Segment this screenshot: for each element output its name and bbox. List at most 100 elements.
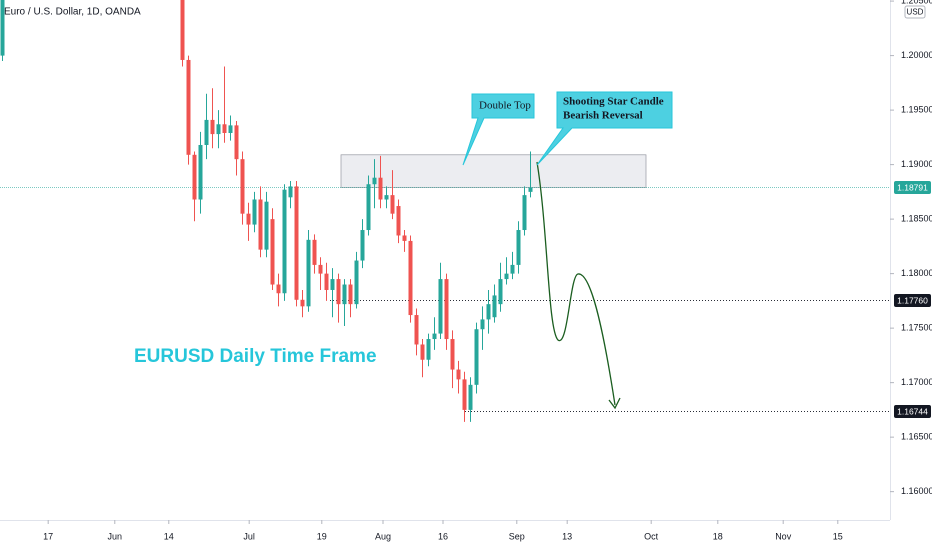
candle-body: [258, 199, 263, 250]
candle-body: [360, 230, 365, 261]
candle-body: [270, 219, 275, 285]
y-tick-label: 1.19500: [901, 104, 932, 114]
candle-body: [312, 239, 317, 265]
candle-body: [216, 124, 221, 135]
candle-body: [390, 195, 395, 214]
candle-body: [396, 206, 401, 236]
candle-body: [510, 264, 515, 274]
x-tick-label: 16: [438, 531, 448, 541]
x-tick-label: Aug: [375, 531, 391, 541]
candle-body: [438, 279, 443, 334]
x-tick-label: 14: [164, 531, 174, 541]
candle-body: [462, 379, 467, 410]
currency-label: USD: [907, 8, 924, 17]
price-label-bg: [894, 181, 931, 194]
x-tick-label: 15: [833, 531, 843, 541]
candle-body: [420, 344, 425, 360]
y-tick-label: 1.17000: [901, 377, 932, 387]
candle-body: [402, 235, 407, 241]
x-tick-label: Oct: [644, 531, 659, 541]
candle-body: [414, 315, 419, 345]
candle-body: [294, 186, 299, 300]
x-tick-label: 17: [43, 531, 53, 541]
y-tick-label: 1.18000: [901, 268, 932, 278]
candle-body: [240, 159, 245, 214]
y-tick-label: 1.16500: [901, 432, 932, 442]
y-tick-label: 1.20000: [901, 50, 932, 60]
candle-body: [354, 260, 359, 305]
candle-body: [408, 240, 413, 316]
price-label: 1.17760: [897, 295, 928, 305]
price-label-bg: [894, 405, 931, 418]
candle-body: [234, 125, 239, 160]
callout-shooting-star: [536, 91, 673, 166]
candle-body: [366, 184, 371, 231]
x-tick-label: 13: [562, 531, 572, 541]
candle-body: [282, 189, 287, 294]
candle-body: [516, 230, 521, 265]
candle-body: [384, 195, 389, 200]
candle-body: [228, 125, 233, 133]
y-tick-label: 1.17500: [901, 323, 932, 333]
projection-path: [536, 161, 616, 406]
candle-body: [450, 339, 455, 370]
candle-body: [186, 59, 191, 155]
candle-body: [348, 284, 353, 305]
candle-body: [342, 284, 347, 305]
y-tick-label: 1.18500: [901, 213, 932, 223]
candle-body: [198, 144, 203, 200]
candle-body: [222, 124, 227, 133]
price-label: 1.18791: [897, 182, 928, 192]
candle-body: [336, 279, 341, 305]
candle-body: [432, 333, 437, 340]
candle-body: [210, 119, 215, 135]
candle-body: [426, 339, 431, 360]
callout-text: Bearish Reversal: [563, 110, 643, 122]
candle-body: [456, 369, 461, 380]
y-tick-label: 1.16000: [901, 486, 932, 496]
candle-body: [474, 329, 479, 385]
projection-arrow: [608, 397, 621, 410]
candle-body: [444, 279, 449, 340]
price-label: 1.16744: [897, 406, 928, 416]
candle-body: [0, 0, 5, 56]
candle-body: [306, 239, 311, 307]
price-label-bg: [894, 294, 931, 307]
callout-double-top: [462, 93, 535, 166]
candle-body: [468, 384, 473, 410]
callout-text: Double Top: [479, 100, 531, 112]
candle-body: [276, 284, 281, 294]
candle-body: [372, 177, 377, 185]
x-tick-label: Sep: [509, 531, 525, 541]
x-tick-label: 18: [713, 531, 723, 541]
candle-body: [522, 195, 527, 231]
candle-body: [318, 264, 323, 274]
currency-badge: [904, 5, 926, 19]
resistance-zone: [340, 154, 647, 188]
candle-body: [246, 213, 251, 225]
y-tick-label: 1.20500: [901, 0, 932, 5]
plot-area: [0, 0, 890, 422]
candle-body: [252, 199, 257, 225]
candle-body: [204, 119, 209, 145]
candle-body: [492, 295, 497, 318]
x-tick-label: Jun: [108, 531, 123, 541]
candle-body: [480, 319, 485, 330]
candle-body: [180, 0, 185, 60]
candle-body: [504, 273, 509, 280]
callout-text: Shooting Star Candle: [563, 96, 664, 108]
candle-body: [264, 201, 269, 250]
x-tick-label: Jul: [243, 531, 255, 541]
candle-body: [486, 304, 491, 320]
x-tick-label: Nov: [775, 531, 792, 541]
y-tick-label: 1.19000: [901, 159, 932, 169]
candle-body: [288, 186, 293, 198]
timeframe-label: EURUSD Daily Time Frame: [134, 346, 377, 367]
candle-body: [192, 154, 197, 200]
candle-body: [324, 273, 329, 290]
candle-body: [498, 279, 503, 305]
candle-body: [528, 187, 533, 192]
